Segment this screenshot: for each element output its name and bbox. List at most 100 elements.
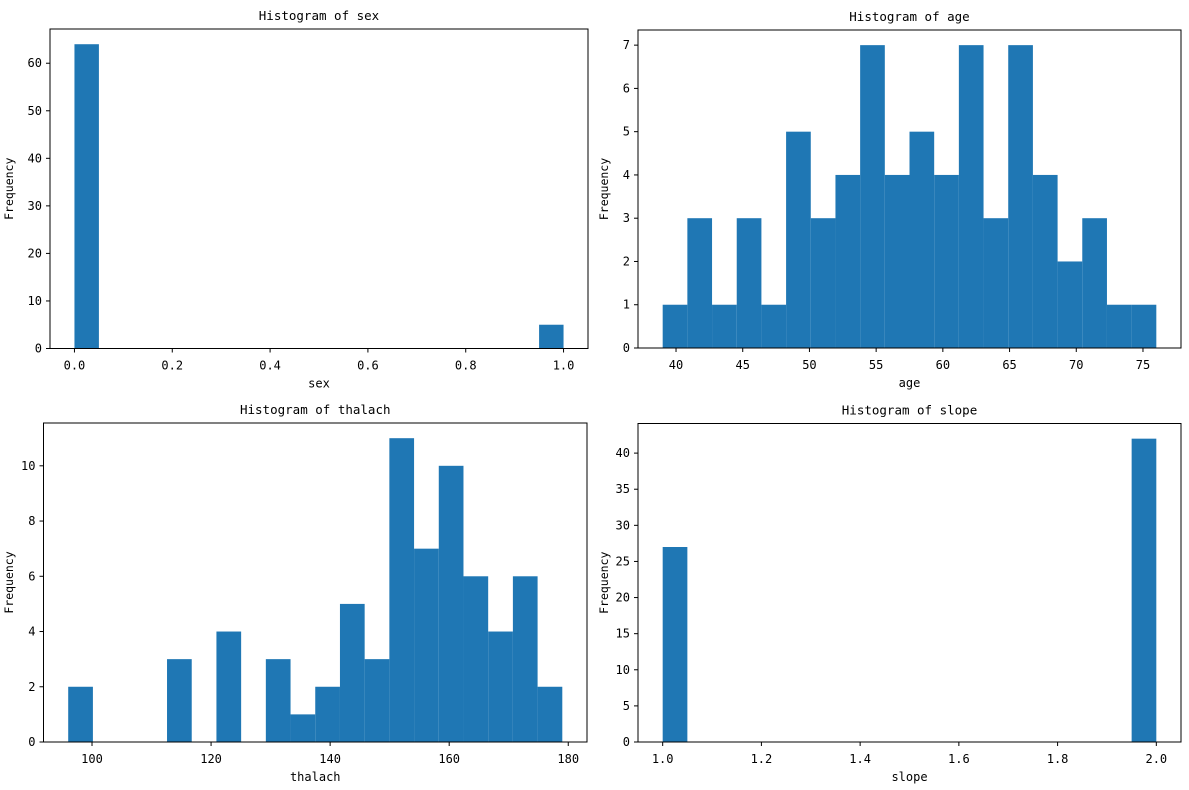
histogram-bar [364,659,390,742]
x-tick-label: 1.0 [652,752,674,766]
x-tick-label: 40 [669,358,683,372]
x-axis-label: slope [891,770,927,784]
axes-box [43,422,588,743]
y-tick-label: 0 [28,735,35,749]
histogram-bar [315,686,340,742]
x-tick-label: 1.2 [751,752,773,766]
histogram-bar [884,174,910,348]
histogram-bar [265,659,291,742]
x-axis-label: sex [308,377,330,391]
x-tick-label: 45 [736,358,750,372]
histogram-bar [909,131,935,348]
y-tick-label: 10 [21,459,35,473]
y-axis-label: Frequency [2,158,16,220]
chart-title: Histogram of age [849,9,969,24]
x-tick-label: 120 [200,752,222,766]
histogram-bar [216,631,242,742]
histogram-bar [438,465,464,742]
y-tick-label: 10 [616,663,630,677]
x-tick-label: 0.2 [161,359,183,373]
histogram-bar [463,576,489,742]
x-tick-label: 1.6 [948,752,970,766]
y-axis-label: Frequency [597,552,611,614]
histogram-bar [687,218,713,348]
x-tick-label: 0.4 [259,359,281,373]
histogram-panel-slope: 1.0 1.2 1.4 1.6 1.8 2.0 0 5 10 15 20 25 30 35 40 Histog… [597,403,1182,784]
histogram-bar [488,631,513,742]
chart-title: Histogram of sex [259,8,380,23]
chart-title: Histogram of slope [842,403,977,418]
histogram-bar [761,304,787,348]
histogram-bar [786,131,811,348]
x-tick-label: 50 [802,358,816,372]
x-tick-label: 55 [869,358,883,372]
y-tick-label: 0 [623,341,630,355]
histogram-bar [1131,438,1157,742]
chart-title: Histogram of thalach [240,402,391,417]
x-tick-label: 2.0 [1145,752,1167,766]
y-tick-label: 30 [28,199,42,213]
histogram-bar [860,45,885,349]
x-tick-label: 70 [1069,358,1083,372]
x-tick-label: 75 [1136,358,1150,372]
histogram-bar [539,324,564,349]
y-tick-label: 5 [623,699,630,713]
histogram-bar [983,218,1009,348]
histogram-bar [662,304,688,348]
histogram-panel-thalach: 100 120 140 160 180 0 2 4 6 8 10 Histogram of thala… [2,402,588,784]
histogram-bar [1131,304,1157,348]
y-tick-label: 0 [35,342,42,356]
x-tick-label: 0.0 [64,359,86,373]
y-tick-label: 4 [623,168,630,182]
y-tick-label: 35 [616,482,630,496]
y-tick-label: 10 [28,294,42,308]
x-tick-label: 1.0 [553,359,575,373]
y-tick-label: 6 [623,81,630,95]
histogram-bar [389,438,415,742]
y-tick-label: 50 [28,104,42,118]
x-tick-label: 1.8 [1047,752,1069,766]
x-tick-label: 0.8 [455,359,477,373]
x-tick-label: 160 [438,752,460,766]
x-tick-label: 100 [81,752,103,766]
y-tick-label: 2 [28,680,35,694]
y-tick-label: 0 [623,735,630,749]
histogram-bar [958,45,984,349]
y-tick-label: 2 [623,254,630,268]
x-axis-label: thalach [290,770,341,784]
histogram-bar [339,603,365,742]
y-tick-label: 30 [616,518,630,532]
histogram-bar [662,547,688,742]
histogram-bar [712,304,737,348]
y-tick-label: 1 [623,298,630,312]
histogram-bar [537,686,563,742]
y-tick-label: 7 [623,38,630,52]
x-tick-label: 0.6 [357,359,379,373]
axes-box [637,29,1182,349]
histogram-bar [736,218,762,348]
x-tick-label: 180 [557,752,579,766]
x-tick-label: 1.4 [849,752,871,766]
histogram-bar [1057,261,1083,348]
y-tick-label: 6 [28,569,35,583]
y-tick-label: 60 [28,56,42,70]
histogram-bar [512,576,538,742]
y-tick-label: 20 [616,591,630,605]
histogram-panel-sex: 0.0 0.2 0.4 0.6 0.8 1.0 0 10 20 30 40 50 60 Histogram… [2,8,589,391]
y-tick-label: 20 [28,246,42,260]
y-tick-label: 4 [28,625,35,639]
histogram-bar [414,548,439,742]
histogram-bar [290,714,316,742]
axes-box [637,423,1182,743]
y-tick-label: 25 [616,554,630,568]
histogram-bar [1032,174,1058,348]
histogram-bar [810,218,836,348]
y-tick-label: 15 [616,627,630,641]
y-axis-label: Frequency [2,551,16,613]
y-tick-label: 5 [623,125,630,139]
x-tick-label: 65 [1002,358,1016,372]
axes-box [49,28,589,349]
y-tick-label: 3 [623,211,630,225]
